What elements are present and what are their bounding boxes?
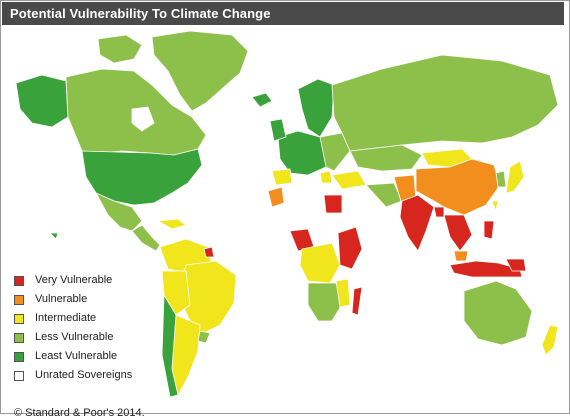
legend-label: Very Vulnerable [35, 274, 113, 286]
region-korea [495, 170, 507, 188]
region-russia [331, 54, 559, 152]
legend-swatch [14, 333, 24, 343]
legend-label: Least Vulnerable [35, 350, 118, 362]
region-scandinavia [297, 78, 335, 138]
legend-swatch [14, 295, 24, 305]
region-mexico [95, 192, 143, 232]
legend-label: Less Vulnerable [35, 331, 114, 343]
region-central-africa [299, 242, 341, 284]
region-east-africa [337, 226, 363, 270]
region-mozambique [335, 278, 351, 308]
region-philippines [483, 220, 495, 240]
world-map: Very Vulnerable Vulnerable Intermediate … [2, 25, 570, 419]
region-argentina [171, 314, 201, 397]
region-caribbean [156, 218, 187, 230]
region-madagascar [351, 286, 363, 316]
region-bangladesh [433, 206, 445, 218]
region-arctic-islands [97, 34, 143, 64]
region-uruguay [197, 330, 211, 344]
region-morocco [267, 186, 285, 208]
region-greece [319, 170, 333, 184]
region-kazakhstan [349, 144, 423, 172]
region-iceland [251, 92, 273, 108]
region-north-africa [267, 182, 345, 226]
region-australia [463, 280, 533, 346]
legend-swatch [14, 276, 24, 286]
region-india [399, 194, 435, 252]
region-png [505, 258, 527, 272]
region-peru-bolivia [161, 270, 191, 316]
legend-label: Intermediate [35, 312, 97, 324]
world-map-svg [15, 30, 559, 398]
region-indonesia [449, 260, 523, 278]
copyright-notice: © Standard & Poor's 2014. [14, 407, 145, 419]
region-malaysia [453, 250, 469, 262]
map-title: Potential Vulnerability To Climate Chang… [10, 6, 271, 21]
region-egypt [323, 194, 343, 214]
region-japan [505, 160, 525, 194]
region-alaska [15, 74, 69, 128]
title-bar: Potential Vulnerability To Climate Chang… [2, 2, 564, 25]
legend-swatch [14, 352, 24, 362]
region-indochina [443, 214, 473, 252]
region-eastern-europe [319, 132, 351, 172]
legend-swatch [14, 314, 24, 324]
legend-label: Vulnerable [35, 293, 88, 305]
region-taiwan [491, 200, 499, 213]
region-guyana [203, 246, 215, 258]
region-chile [161, 293, 179, 398]
region-hawaii [49, 232, 59, 240]
legend-swatch [14, 371, 24, 381]
region-hudson-bay [131, 106, 155, 132]
region-greenland [151, 30, 249, 112]
region-svalbard [301, 38, 319, 52]
region-central-america [131, 224, 161, 252]
region-new-zealand [541, 324, 559, 356]
region-china [415, 158, 501, 216]
region-iberia [271, 168, 293, 186]
region-uk [269, 118, 287, 142]
legend-label: Unrated Sovereigns [35, 369, 133, 381]
